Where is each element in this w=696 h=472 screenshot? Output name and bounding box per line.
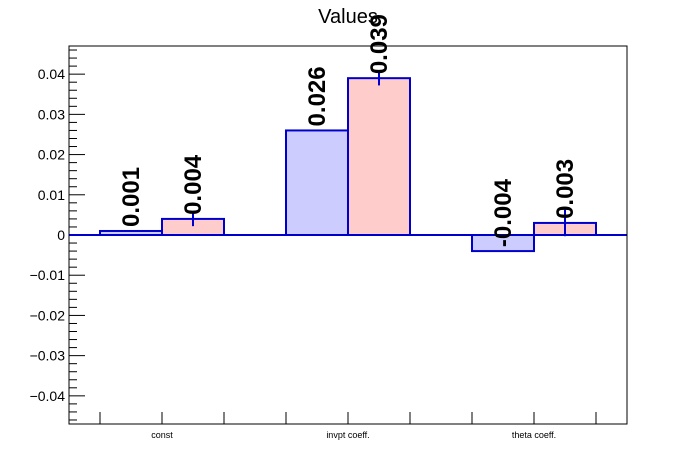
bars (99, 77, 597, 253)
y-tick-label: 0.02 (38, 147, 65, 163)
y-tick-label: −0.01 (30, 267, 66, 283)
data-labels: 0.001 0.026 -0.004 0.004 0.039 0.003 (118, 14, 579, 247)
y-axis-ticks: −0.04 −0.03 −0.02 −0.01 0 0.01 0.02 0.03 0.04 (30, 66, 85, 404)
y-tick-label: 0.04 (38, 66, 65, 82)
category-labels: const invpt coeff. theta coeff. (151, 430, 556, 440)
y-tick-label: −0.02 (30, 307, 66, 323)
data-label: 0.026 (304, 66, 331, 126)
y-tick-label: −0.03 (30, 348, 66, 364)
y-tick-label: 0.03 (38, 106, 65, 122)
data-label: -0.004 (490, 178, 517, 247)
y-tick-label: −0.04 (30, 388, 66, 404)
category-label: invpt coeff. (326, 430, 369, 440)
bar (285, 129, 349, 236)
category-label: theta coeff. (512, 430, 556, 440)
bar (347, 77, 411, 236)
data-label: 0.001 (118, 167, 145, 227)
data-label: 0.004 (180, 154, 207, 215)
y-minor-ticks (69, 49, 77, 421)
error-bars (192, 70, 566, 237)
data-label: 0.039 (366, 14, 393, 74)
x-axis-ticks (99, 412, 597, 424)
chart-title: Values (318, 6, 378, 28)
category-label: const (151, 430, 173, 440)
data-label: 0.003 (552, 159, 579, 219)
y-tick-label: 0.01 (38, 187, 65, 203)
y-tick-label: 0 (57, 227, 65, 243)
plot-frame (68, 45, 628, 425)
